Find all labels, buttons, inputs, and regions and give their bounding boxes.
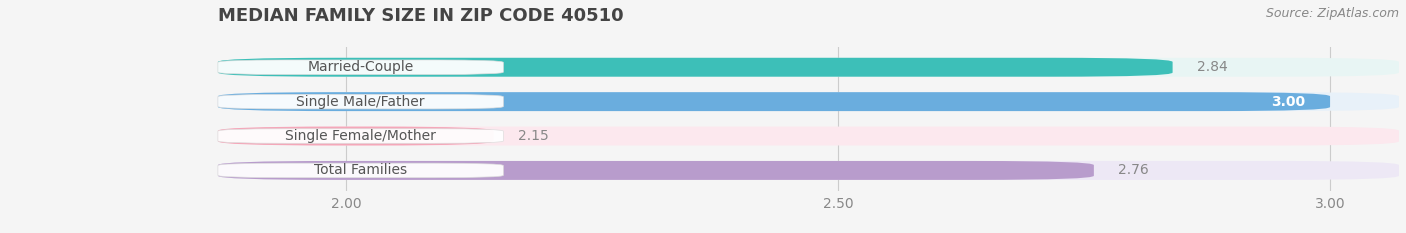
- Text: Source: ZipAtlas.com: Source: ZipAtlas.com: [1265, 7, 1399, 20]
- FancyBboxPatch shape: [218, 92, 1399, 111]
- Text: Single Male/Father: Single Male/Father: [297, 95, 425, 109]
- FancyBboxPatch shape: [218, 161, 1094, 180]
- FancyBboxPatch shape: [218, 161, 1399, 180]
- FancyBboxPatch shape: [218, 129, 503, 143]
- Text: Single Female/Mother: Single Female/Mother: [285, 129, 436, 143]
- FancyBboxPatch shape: [218, 58, 1173, 77]
- Text: 3.00: 3.00: [1271, 95, 1305, 109]
- FancyBboxPatch shape: [218, 94, 503, 109]
- Text: Married-Couple: Married-Couple: [308, 60, 413, 74]
- Text: 2.84: 2.84: [1197, 60, 1227, 74]
- Text: Total Families: Total Families: [314, 163, 408, 177]
- Text: MEDIAN FAMILY SIZE IN ZIP CODE 40510: MEDIAN FAMILY SIZE IN ZIP CODE 40510: [218, 7, 623, 25]
- FancyBboxPatch shape: [218, 127, 1399, 145]
- FancyBboxPatch shape: [218, 127, 494, 145]
- Text: 2.76: 2.76: [1119, 163, 1149, 177]
- FancyBboxPatch shape: [218, 92, 1330, 111]
- FancyBboxPatch shape: [218, 60, 503, 75]
- Text: 2.15: 2.15: [517, 129, 548, 143]
- FancyBboxPatch shape: [218, 58, 1399, 77]
- FancyBboxPatch shape: [218, 163, 503, 178]
